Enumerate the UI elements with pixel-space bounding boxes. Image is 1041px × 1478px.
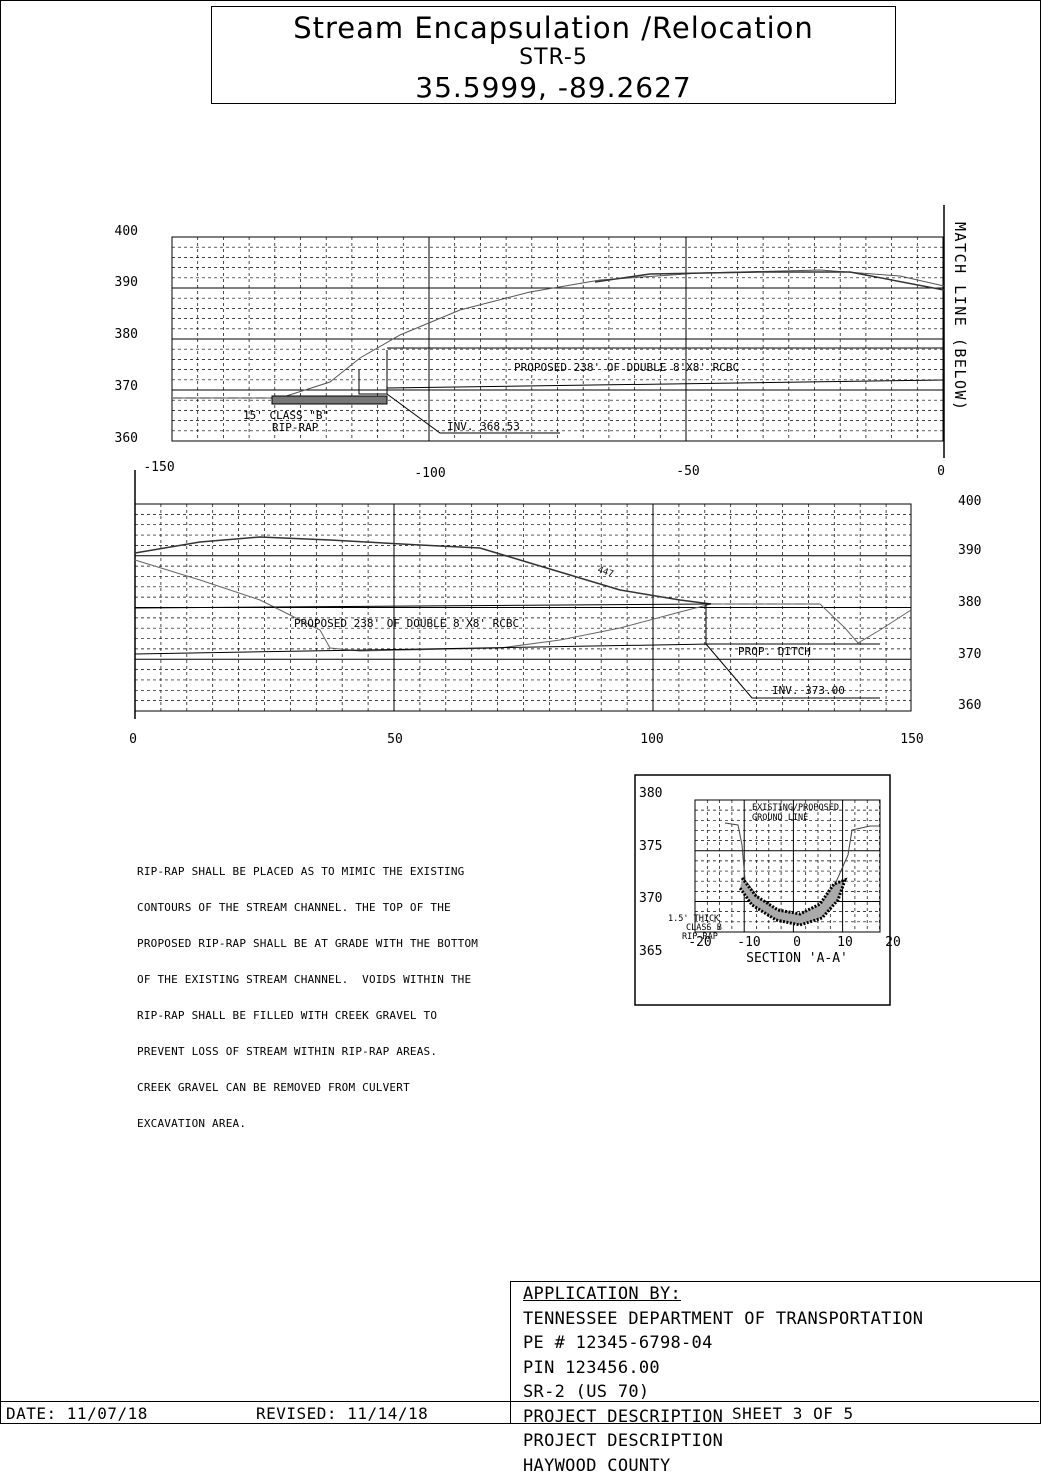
section-riprap-label-3: RIP-RAP	[682, 932, 718, 942]
section-a-a: 380 375 370 365 -20 -10 0 10 20 EXISTING…	[635, 775, 901, 1005]
top-riprap-label-2: RIP-RAP	[272, 421, 319, 434]
application-line: HAYWOOD COUNTY	[511, 1454, 1040, 1478]
section-title: SECTION 'A-A'	[746, 951, 848, 966]
proposed-grade-line-2	[135, 537, 711, 604]
section-existing-label-1: EXISTING/PROPOSED	[752, 803, 839, 813]
footer-revised: REVISED: 11/14/18	[256, 1404, 428, 1423]
top-y-tick: 360	[115, 431, 138, 446]
section-x-tick: 10	[837, 935, 853, 950]
top-y-tick: 380	[115, 327, 138, 342]
top-x-tick: -50	[676, 464, 699, 479]
bottom-y-tick: 400	[958, 494, 981, 509]
application-heading: APPLICATION BY:	[511, 1282, 1040, 1307]
application-line: PE # 12345-6798-04	[511, 1331, 1040, 1356]
top-profile: MATCH LINE (BELOW) 400 390 380 370 360 -…	[115, 205, 969, 481]
section-y-tick: 365	[639, 944, 662, 959]
bottom-x-tick: 0	[129, 732, 137, 747]
application-line: PIN 123456.00	[511, 1356, 1040, 1381]
bottom-inv-label: INV. 373.00	[772, 684, 845, 697]
top-inv-label: INV. 368.53	[447, 420, 520, 433]
section-y-tick: 380	[639, 786, 662, 801]
culvert-bottom	[387, 380, 944, 388]
note-line: PREVENT LOSS OF STREAM WITHIN RIP-RAP AR…	[137, 1046, 637, 1058]
bottom-x-tick: 150	[900, 732, 923, 747]
bottom-y-tick: 370	[958, 647, 981, 662]
note-line: OF THE EXISTING STREAM CHANNEL. VOIDS WI…	[137, 974, 637, 986]
section-existing-label-2: GROUND LINE	[752, 813, 808, 823]
bottom-small-label: 447	[596, 565, 615, 580]
footer-date: DATE: 11/07/18	[6, 1404, 148, 1423]
footer-sheet: SHEET 3 OF 5	[732, 1404, 854, 1423]
note-line: RIP-RAP SHALL BE PLACED AS TO MIMIC THE …	[137, 866, 637, 878]
section-x-tick: 20	[885, 935, 901, 950]
application-line: TENNESSEE DEPARTMENT OF TRANSPORTATION	[511, 1307, 1040, 1332]
section-y-tick: 370	[639, 891, 662, 906]
match-line-label: MATCH LINE (BELOW)	[951, 222, 969, 412]
bottom-y-tick: 390	[958, 543, 981, 558]
existing-ground-line	[172, 270, 944, 398]
riprap-note: RIP-RAP SHALL BE PLACED AS TO MIMIC THE …	[137, 842, 637, 1142]
bottom-x-tick: 50	[387, 732, 403, 747]
bottom-y-tick: 360	[958, 698, 981, 713]
top-y-tick: 370	[115, 379, 138, 394]
top-proposed-label: PROPOSED 238' OF DOUBLE 8'X8' RCBC	[514, 361, 739, 374]
top-x-tick: -100	[414, 466, 445, 481]
top-y-tick: 390	[115, 275, 138, 290]
top-x-tick: 0	[937, 464, 945, 479]
note-line: EXCAVATION AREA.	[137, 1118, 637, 1130]
section-x-tick: -10	[737, 935, 760, 950]
bottom-profile: 400 390 380 370 360 0 50 100 150 PROPOSE…	[129, 470, 981, 747]
note-line: CREEK GRAVEL CAN BE REMOVED FROM CULVERT	[137, 1082, 637, 1094]
bottom-proposed-label: PROPOSED 238' OF DOUBLE 8'X8' RCBC	[294, 617, 519, 630]
application-block: APPLICATION BY: TENNESSEE DEPARTMENT OF …	[510, 1281, 1040, 1402]
drawing-canvas: MATCH LINE (BELOW) 400 390 380 370 360 -…	[0, 0, 1041, 1424]
top-x-tick: -150	[143, 460, 174, 475]
note-line: CONTOURS OF THE STREAM CHANNEL. THE TOP …	[137, 902, 637, 914]
note-line: PROPOSED RIP-RAP SHALL BE AT GRADE WITH …	[137, 938, 637, 950]
footer-bar: DATE: 11/07/18 REVISED: 11/14/18 SHEET 3…	[0, 1401, 1039, 1423]
note-line: RIP-RAP SHALL BE FILLED WITH CREEK GRAVE…	[137, 1010, 637, 1022]
bottom-y-tick: 380	[958, 595, 981, 610]
footer-divider	[510, 1402, 511, 1423]
bottom-ditch-label: PROP. DITCH	[738, 645, 811, 658]
top-y-tick: 400	[115, 224, 138, 239]
bottom-x-tick: 100	[640, 732, 663, 747]
section-x-tick: 0	[793, 935, 801, 950]
section-y-tick: 375	[639, 839, 662, 854]
riprap-hatch	[272, 396, 387, 404]
application-line: PROJECT DESCRIPTION	[511, 1429, 1040, 1454]
